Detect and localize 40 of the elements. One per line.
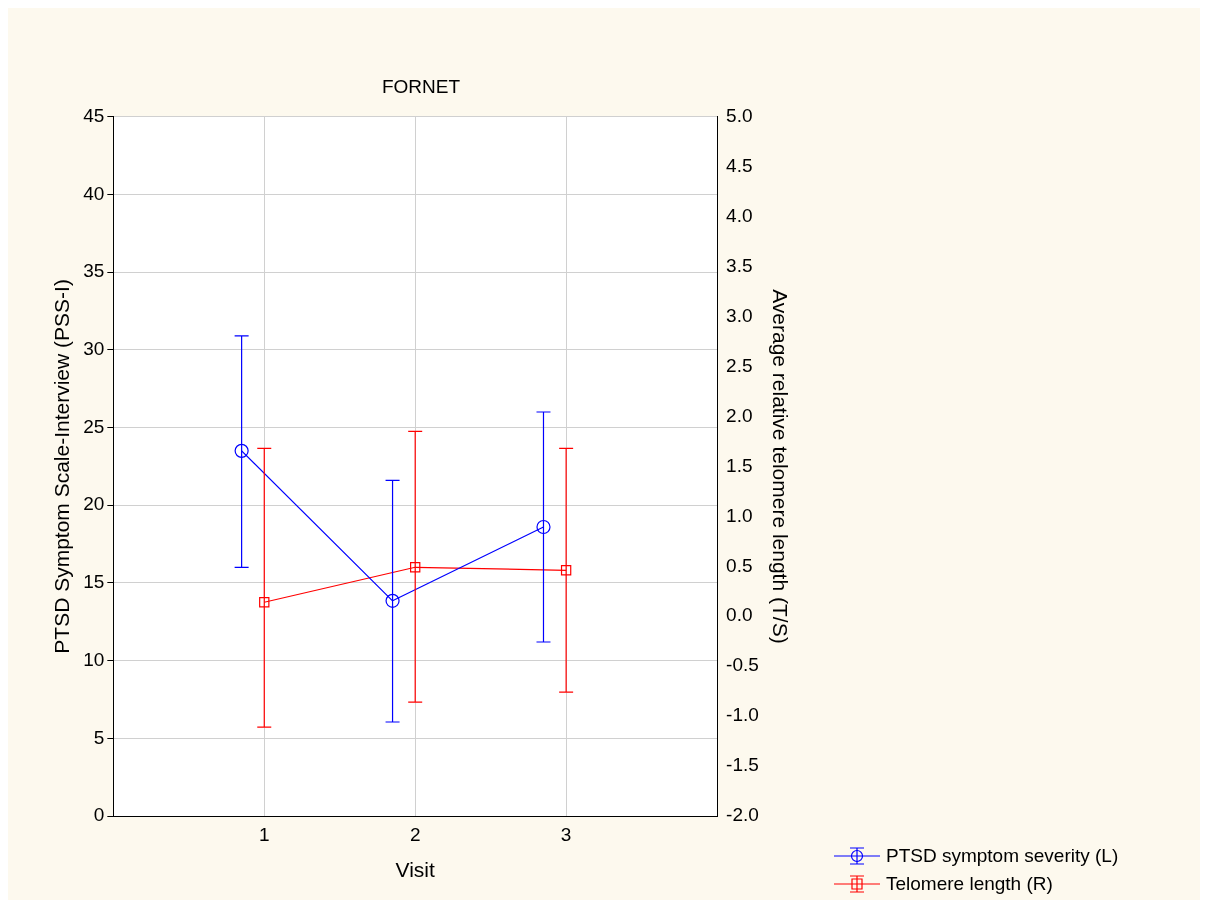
y2-tick-label: -1.5 (726, 754, 759, 776)
point (410, 562, 421, 573)
y-tick-label: 20 (83, 493, 105, 515)
point (536, 519, 551, 535)
y2-tick-label: 2.0 (726, 404, 753, 426)
y2-tick-label: 1.5 (726, 454, 753, 476)
y2-tick-label: -2.0 (726, 804, 759, 826)
x-axis-title: Visit (395, 858, 436, 882)
y2-tick-label: 5.0 (726, 105, 753, 127)
y-tick-label: 25 (83, 415, 105, 437)
y2-tick-label: 4.5 (726, 154, 753, 176)
y2-tick-label: 2.5 (726, 354, 753, 376)
y2-tick-label: -1.0 (726, 704, 759, 726)
x-tick-label: 1 (258, 823, 270, 845)
y2-tick-label: 3.0 (726, 304, 753, 326)
y-tick-label: 30 (83, 338, 105, 360)
y-tick-label: 45 (83, 105, 105, 127)
y2-tick-label: 0.0 (726, 604, 753, 626)
y2-tick-label: -0.5 (726, 654, 759, 676)
y2-tick-label: 0.5 (726, 554, 753, 576)
x-tick-label: 2 (409, 823, 421, 845)
point (234, 443, 249, 458)
y-axis-title: PTSD Symptom Scale-Interview (PSS-I) (50, 279, 74, 654)
y-tick-label: 10 (83, 648, 105, 670)
point (385, 593, 400, 608)
point (560, 565, 572, 576)
y-tick-label: 5 (93, 726, 105, 748)
y-tick-label: 0 (93, 804, 105, 826)
y-tick-label: 35 (83, 260, 105, 282)
y2-axis-title: Average relative telomere length (T/S) (768, 289, 792, 644)
y-tick-label: 15 (83, 571, 105, 593)
y-tick-label: 40 (83, 182, 105, 204)
legend-label: Telomere length (R) (886, 873, 1053, 895)
chart-title: FORNET (381, 75, 461, 97)
x-tick-label: 3 (560, 823, 572, 845)
legend-label: PTSD symptom severity (L) (886, 845, 1119, 867)
point (259, 597, 270, 608)
y2-tick-label: 1.0 (726, 504, 753, 526)
y2-tick-label: 4.0 (726, 204, 753, 226)
y2-tick-label: 3.5 (726, 254, 753, 276)
